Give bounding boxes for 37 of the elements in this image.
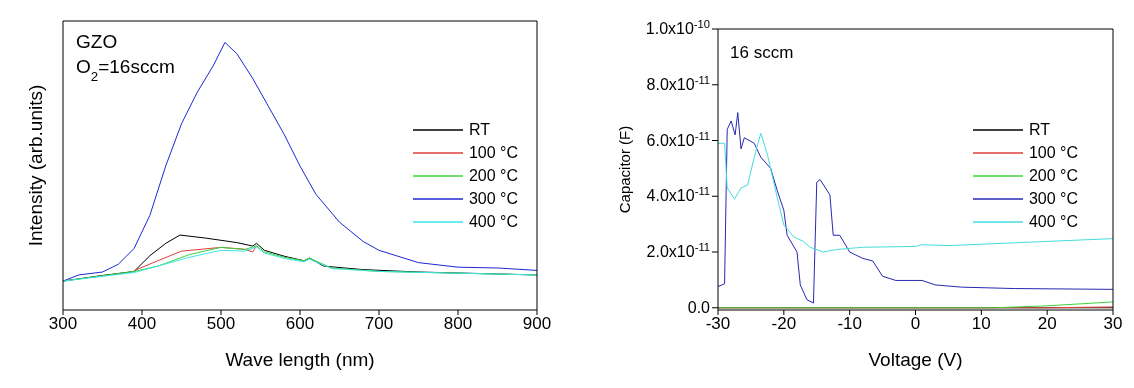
x-tick-label: 300 <box>48 314 78 334</box>
x-tick-label: -20 <box>771 314 797 334</box>
annotation: GZO <box>76 31 118 52</box>
x-tick-label: 600 <box>285 314 315 334</box>
x-tick-label: 10 <box>971 314 991 334</box>
x-tick-label: 400 <box>127 314 157 334</box>
y-tick-label: 4.0x10$^{-11}$ <box>646 185 710 205</box>
x-axis-title: Wave length (nm) <box>225 349 375 370</box>
x-axis-title: Voltage (V) <box>868 349 963 370</box>
y-tick-label: 1.0x10$^{-10}$ <box>645 18 710 37</box>
legend-label: 300 °C <box>1028 189 1078 209</box>
y-tick-label: 6.0x10$^{-11}$ <box>646 129 710 149</box>
x-tick-label: 0 <box>910 314 921 334</box>
y-axis-title: Intensity (arb.units) <box>24 84 46 247</box>
y-axis-title: Capacitor (F) <box>616 125 634 214</box>
x-tick-label: -30 <box>705 314 731 334</box>
legend-label: 400 °C <box>1028 212 1078 232</box>
legend-label: 300 °C <box>468 189 518 209</box>
x-tick-label: 500 <box>206 314 236 334</box>
x-tick-label: 900 <box>522 314 552 334</box>
legend-label: 200 °C <box>1028 166 1078 186</box>
y-tick-label: 0.0 <box>687 298 711 316</box>
x-tick-label: 20 <box>1037 314 1057 334</box>
x-tick-label: -10 <box>837 314 862 334</box>
legend-label: 200 °C <box>468 166 518 186</box>
legend-label: 100 °C <box>1028 143 1078 163</box>
annotation: 16 sccm <box>730 43 794 62</box>
y-tick-label: 8.0x10$^{-11}$ <box>646 73 710 93</box>
x-tick-label: 800 <box>443 314 473 334</box>
x-tick-label: 700 <box>364 314 394 334</box>
legend-label: 100 °C <box>468 143 518 163</box>
legend-label: 400 °C <box>468 212 518 232</box>
y-tick-label: 2.0x10$^{-11}$ <box>646 241 710 261</box>
legend-label: RT <box>1028 120 1050 140</box>
legend-label: RT <box>468 120 490 140</box>
x-tick-label: 30 <box>1103 314 1123 334</box>
annotation: O$_{2}$=16sccm <box>76 56 175 84</box>
